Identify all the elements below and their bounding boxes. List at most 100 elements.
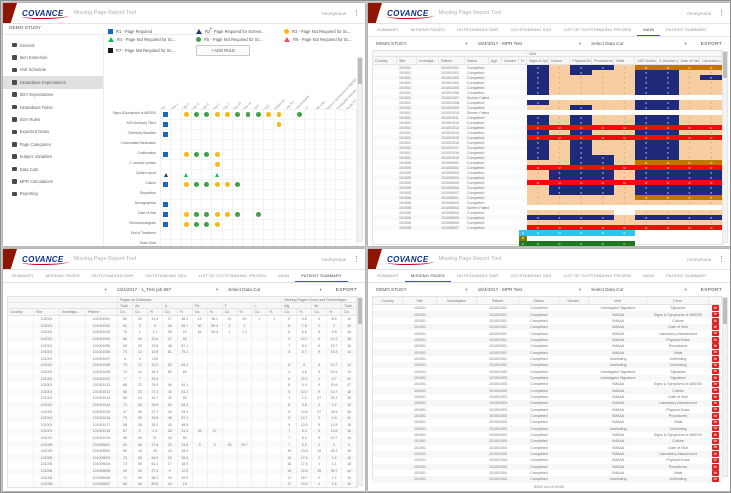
summary-row[interactable]: 101001 101001017 68 26 30.2 42 48.8 9 10.6 9 10.5 1… (8, 421, 357, 429)
tab-outstanding-dnr[interactable]: OUTSTANDING DNR (91, 273, 134, 278)
missing-badge[interactable]: Mr (711, 444, 720, 451)
sidebar-item-indatabase-rules[interactable]: inDatabase Rules (3, 101, 103, 113)
heatmap-row[interactable]: 101001 101001019 Completed 8 7 8 8 7 8 8 7 7 (373, 155, 722, 160)
heatmap-row[interactable]: 101001 101001013 Completed M M M M M M M M M (373, 125, 722, 130)
vertical-scrollbar[interactable] (357, 57, 363, 242)
rule-dot[interactable] (215, 172, 220, 177)
summary-row[interactable]: 101005 101005001 92 36 37.6 22 24.8 3 3 29 29.7 7 6.… (8, 441, 357, 448)
missing-row[interactable]: 101001 101001003 Completed Unblinding Unblin… (373, 425, 722, 432)
rule-dot[interactable] (297, 112, 302, 117)
tab-outstanding-dnr[interactable]: OUTSTANDING DNR (456, 273, 499, 278)
sidebar-item-subject-variables[interactable]: Subject Variables (3, 151, 103, 163)
kebab-menu-icon[interactable]: ⋮ (353, 255, 360, 263)
heatmap-row[interactable]: 101001 101001017 Completed 8 7 8 7 7 8 8 7 7 (373, 145, 722, 150)
kebab-menu-icon[interactable]: ⋮ (718, 9, 725, 17)
scrollbar-thumb[interactable] (358, 298, 362, 324)
heatmap-row[interactable]: 101005 101005001 Completed 7 7 8 8 7 M M M M (373, 160, 722, 165)
job-dropdown[interactable]: 18/4/2017 - MPR Test ▾ (478, 41, 582, 47)
missing-badge[interactable]: Mr (711, 425, 720, 432)
missing-row[interactable]: 101001 101001004 Completed VMAAA Physical Ex… (373, 457, 722, 464)
missing-row[interactable]: 101001 101001001 Completed Unblinding Unblin… (373, 356, 722, 362)
tab-patient-summary[interactable]: PATIENT SUMMARY (666, 27, 707, 32)
summary-row[interactable]: 101001 101001009 74 14 16.1 60 69 4 4.6 9 10.3 13 (8, 368, 357, 376)
rule-dot[interactable] (194, 112, 199, 117)
heatmap-row[interactable]: 101006 101006005 Completed 8 8 8 8 7 8 8 8 8 (373, 215, 722, 220)
summary-row[interactable]: 101001 101001014 74 26 25.6 54 64.3 8 9.6 2 2.4 10 (8, 401, 357, 409)
missing-row[interactable]: 101001 101001003 Completed VMAAA Date of Vis… (373, 394, 722, 400)
summary-row[interactable]: 101001 101001011 68 22 25.9 46 54.1 8 9.4 9 10.6 17 (8, 381, 357, 389)
rule-dot[interactable] (255, 112, 261, 117)
rule-dot[interactable] (235, 182, 241, 187)
rule-dot[interactable] (163, 122, 168, 127)
missing-badge[interactable]: Mr (711, 451, 720, 457)
rule-dot[interactable] (235, 112, 241, 117)
heatmap-row[interactable]: 101001 101001005 Completed 8 7 7 7 7 8 8 7 7 (373, 85, 722, 90)
heatmap-row[interactable]: 101001 101001011 Completed 8 7 8 7 7 8 8 7 7 (373, 115, 722, 120)
missing-badge[interactable]: Mr (711, 330, 720, 337)
summary-row[interactable]: 101001 101001001 84 30 31.4 17 46.2 19 16.1 21 20 1… (8, 316, 357, 323)
sidebar-item-data-cuts[interactable]: Data Cuts (3, 163, 103, 175)
missing-badge[interactable]: Mr (711, 470, 720, 476)
tab-main[interactable]: MAIN (637, 24, 661, 36)
heatmap-row[interactable]: 101001 101001010 Screen Failed (373, 110, 722, 115)
summary-row[interactable]: 101001 101001013 56 14 16.7 42 50 1 1.2 27 32.1 28 (8, 395, 357, 402)
heatmap-row[interactable]: 101006 101006007 Completed M M M M M M M M M (373, 225, 722, 230)
sidebar-item-expected-dates[interactable]: Expected Dates (3, 126, 103, 138)
missing-row[interactable]: 101001 101001001 Completed VMAAA Laboratory … (373, 330, 722, 337)
rule-dot[interactable] (276, 122, 282, 127)
missing-badge[interactable]: Mr (711, 324, 720, 330)
rule-dot[interactable] (255, 212, 261, 217)
rule-dot[interactable] (235, 212, 241, 217)
missing-row[interactable]: 101001 101001004 Completed VMAAA Date of Vis… (373, 444, 722, 451)
missing-badge[interactable]: Mr (711, 375, 720, 381)
sidebar-item-page-categories[interactable]: Page Categories (3, 138, 103, 150)
tab-outstanding-dnr[interactable]: OUTSTANDING DNR (456, 27, 499, 32)
tab-summary[interactable]: SUMMARY (377, 273, 399, 278)
heatmap-row[interactable]: 101006 101006003 Screen Failed (373, 205, 722, 210)
missing-row[interactable]: 101001 101001001 Completed VMAAA Vitals Mr (373, 349, 722, 356)
missing-badge[interactable]: Mr (711, 438, 720, 445)
sidebar-item-sdv-expectations[interactable]: SDV Expectations (3, 89, 103, 101)
missing-badge[interactable]: Mr (711, 406, 720, 413)
missing-row[interactable]: 101001 101001003 Completed VMAAA Procedures M… (373, 412, 722, 420)
datacut-dropdown[interactable]: Select Data Cut ▾ (591, 41, 687, 47)
missing-row[interactable]: 101001 101001003 Completed VMAAA Physical Ex… (373, 406, 722, 413)
missing-row[interactable]: 101001 101001002 Completed Unblinding Unblin… (373, 362, 722, 369)
heatmap-row[interactable]: 101001 101001016 Completed 8 7 8 7 7 8 8 7 7 (373, 140, 722, 145)
summary-row[interactable]: 101005 101005003 73 50 54.9 23 25.3 19 17.6 2 2.2 1… (8, 454, 357, 462)
tab-outstanding-sdv[interactable]: OUTSTANDING SDV (145, 273, 187, 278)
heatmap-row[interactable]: 101001 101001008 Completed 8 7 7 7 7 8 8 7 7 (373, 100, 722, 105)
tab-list-of-outstanding-frozen[interactable]: LIST OF OUTSTANDING FROZEN (198, 273, 267, 278)
study-dropdown[interactable]: ▾ (17, 287, 106, 293)
heatmap-row[interactable]: 101006 101006001 Completed 7 7 7 7 7 M M M M (373, 195, 722, 200)
heatmap-row[interactable]: 101005 101005006 Completed 7 8 8 8 7 8 8 8 8 (373, 185, 722, 190)
missing-badge[interactable]: Mr (711, 368, 720, 375)
missing-badge[interactable]: Mr (711, 362, 720, 368)
summary-row[interactable]: 101001 101001002 81 3 3 26 25.7 60 59.4 2 2 6 7.8 2 2 1… (8, 322, 357, 330)
missing-badge[interactable]: Mr (711, 457, 720, 464)
vertical-scrollbar[interactable] (357, 297, 363, 486)
tab-main[interactable]: MAIN (278, 273, 290, 278)
export-button[interactable]: EXPORT (700, 41, 722, 46)
sidebar-item-sdv-rules[interactable]: SDV Rules (3, 113, 103, 125)
missing-badge[interactable]: Mr (711, 311, 720, 318)
missing-badge[interactable]: Mr (711, 419, 720, 426)
heatmap-row[interactable]: 101006 101006004 Completed 7 7 7 7 7 7 7 7 (373, 210, 722, 215)
scrollbar-thumb[interactable] (358, 58, 362, 84)
sidebar-item-indatabase-expectations[interactable]: inDatabase Expectations (3, 76, 103, 89)
vertical-scrollbar[interactable] (722, 297, 728, 477)
missing-row[interactable]: 101001 101001001 Completed VMAAA Procedures M… (373, 343, 722, 349)
rule-dot[interactable] (214, 152, 220, 157)
rule-dot[interactable] (214, 162, 220, 167)
summary-row[interactable]: 101001 101001010 7 7 20.9 6 22.2 1 3.7 20 (8, 375, 357, 382)
heatmap-row[interactable]: 101001 101001003 Completed 8 7 7 7 7 8 8 7 8 (373, 75, 722, 80)
scrollbar-thumb[interactable] (723, 298, 727, 324)
rule-dot[interactable] (163, 222, 168, 227)
rule-dot[interactable] (163, 172, 168, 177)
tab-missing-pages[interactable]: MISSING PAGES (410, 27, 445, 32)
missing-row[interactable]: 101001 101001001 Completed VMAAA Date of Vis… (373, 324, 722, 331)
summary-row[interactable]: 101001 101001006 73 12 10.8 61 79.1 5 5.7 9 10.3 14 (8, 348, 357, 356)
kebab-menu-icon[interactable]: ⋮ (718, 255, 725, 263)
heatmap-row[interactable]: 101001 101001012 Completed 8 7 8 7 7 8 8 7 7 (373, 120, 722, 125)
missing-row[interactable]: 101001 101001004 Completed VMAAA Signs & Sym… (373, 432, 722, 438)
